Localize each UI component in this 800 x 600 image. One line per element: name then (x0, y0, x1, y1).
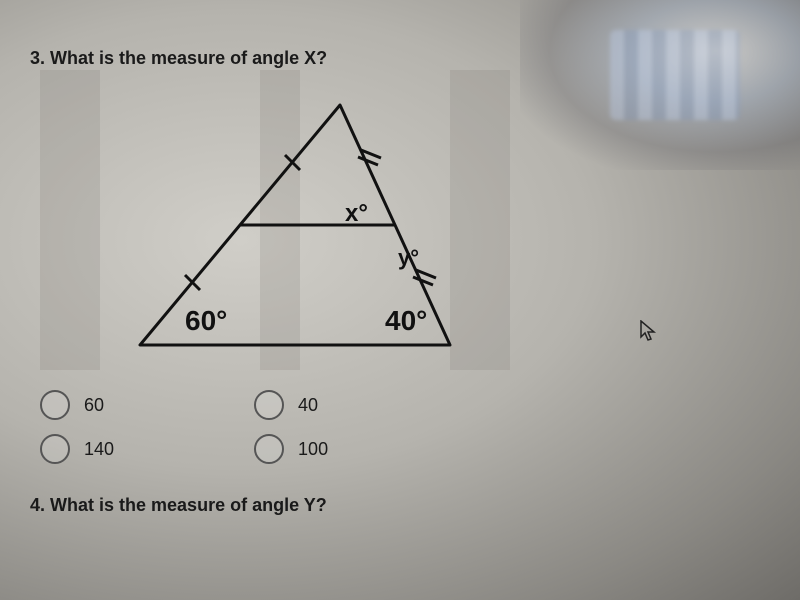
radio-100[interactable] (254, 434, 284, 464)
radio-60[interactable] (40, 390, 70, 420)
option-label: 40 (298, 395, 318, 416)
question-number: 4. (30, 495, 45, 515)
angle-40-label: 40° (385, 305, 427, 337)
screen-reflection (520, 0, 800, 170)
options-col-1: 60 140 (40, 390, 114, 464)
question-text: What is the measure of angle X? (50, 48, 327, 68)
triangle-diagram: x° y° 60° 40° (130, 95, 460, 355)
option-60: 60 (40, 390, 114, 420)
radio-40[interactable] (254, 390, 284, 420)
option-label: 60 (84, 395, 104, 416)
cursor-icon (640, 320, 658, 348)
angle-60-label: 60° (185, 305, 227, 337)
radio-140[interactable] (40, 434, 70, 464)
question-4: 4. What is the measure of angle Y? (30, 495, 327, 516)
option-label: 100 (298, 439, 328, 460)
option-label: 140 (84, 439, 114, 460)
answer-options: 60 140 40 100 (40, 390, 328, 464)
question-text: What is the measure of angle Y? (50, 495, 327, 515)
option-40: 40 (254, 390, 328, 420)
angle-y-label: y° (398, 245, 419, 271)
screen-glare-stripe (40, 70, 100, 370)
option-100: 100 (254, 434, 328, 464)
options-col-2: 40 100 (254, 390, 328, 464)
question-number: 3. (30, 48, 45, 68)
question-3: 3. What is the measure of angle X? (30, 48, 327, 69)
angle-x-label: x° (345, 200, 368, 228)
screen-reflection-detail (610, 30, 740, 120)
option-140: 140 (40, 434, 114, 464)
